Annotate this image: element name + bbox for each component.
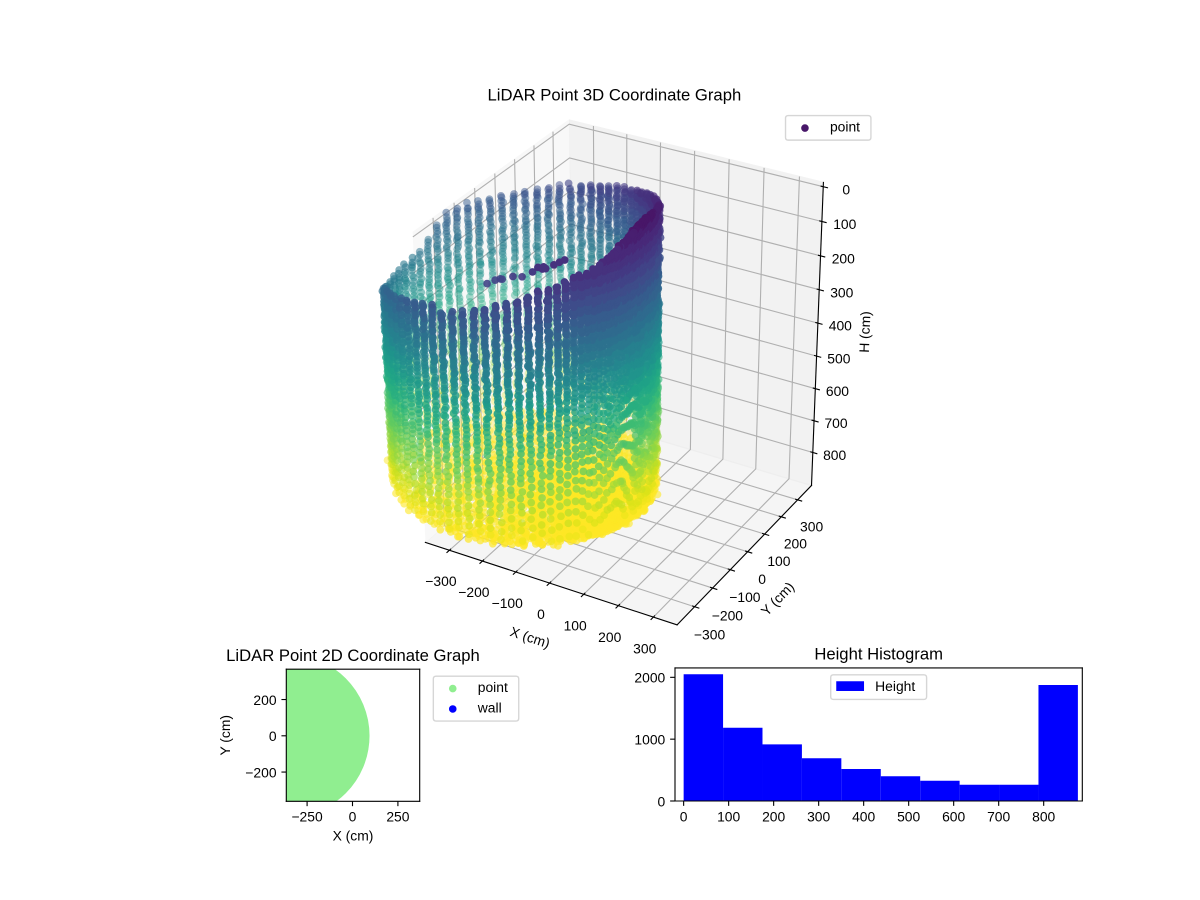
svg-text:200: 200 — [253, 692, 276, 708]
svg-text:100: 100 — [833, 216, 856, 232]
svg-text:wall: wall — [477, 700, 502, 716]
svg-text:−300: −300 — [425, 573, 457, 589]
svg-text:1000: 1000 — [634, 731, 665, 747]
svg-text:200: 200 — [784, 536, 807, 552]
svg-text:300: 300 — [830, 284, 853, 300]
svg-text:LiDAR Point 3D Coordinate Grap: LiDAR Point 3D Coordinate Graph — [488, 85, 742, 104]
svg-text:−250: −250 — [291, 809, 323, 825]
svg-text:0: 0 — [758, 571, 766, 587]
svg-text:0: 0 — [842, 181, 850, 197]
svg-text:−100: −100 — [492, 595, 524, 611]
svg-text:0: 0 — [537, 606, 545, 622]
svg-text:−200: −200 — [245, 764, 277, 780]
svg-text:800: 800 — [1032, 808, 1055, 824]
svg-text:Height: Height — [875, 678, 915, 694]
svg-text:H (cm): H (cm) — [856, 311, 874, 353]
svg-text:0: 0 — [680, 808, 688, 824]
svg-text:300: 300 — [633, 641, 656, 657]
svg-text:−300: −300 — [694, 626, 726, 642]
svg-text:500: 500 — [827, 351, 850, 367]
svg-text:LiDAR Point 2D Coordinate Grap: LiDAR Point 2D Coordinate Graph — [226, 646, 480, 665]
svg-text:−200: −200 — [458, 584, 490, 600]
svg-text:500: 500 — [897, 808, 920, 824]
svg-text:0: 0 — [349, 809, 357, 825]
svg-text:600: 600 — [826, 383, 849, 399]
svg-text:point: point — [478, 679, 508, 695]
svg-text:700: 700 — [824, 415, 847, 431]
svg-text:300: 300 — [800, 518, 823, 534]
svg-text:400: 400 — [829, 318, 852, 334]
svg-text:600: 600 — [942, 808, 965, 824]
svg-text:200: 200 — [832, 250, 855, 266]
svg-text:100: 100 — [717, 808, 740, 824]
svg-text:−200: −200 — [712, 608, 744, 624]
svg-text:700: 700 — [987, 808, 1010, 824]
svg-text:0: 0 — [269, 728, 277, 744]
svg-text:2000: 2000 — [634, 670, 665, 686]
svg-text:800: 800 — [823, 447, 846, 463]
svg-text:100: 100 — [564, 618, 587, 634]
svg-text:−100: −100 — [729, 589, 761, 605]
svg-text:200: 200 — [598, 629, 621, 645]
svg-text:250: 250 — [386, 809, 409, 825]
svg-text:0: 0 — [658, 793, 666, 809]
svg-text:400: 400 — [852, 808, 875, 824]
svg-text:X (cm): X (cm) — [333, 828, 374, 844]
svg-text:point: point — [830, 119, 860, 135]
svg-text:200: 200 — [762, 808, 785, 824]
svg-text:Height Histogram: Height Histogram — [814, 645, 943, 664]
svg-text:Y (cm): Y (cm) — [217, 715, 233, 756]
svg-text:100: 100 — [767, 553, 790, 569]
svg-text:300: 300 — [807, 808, 830, 824]
